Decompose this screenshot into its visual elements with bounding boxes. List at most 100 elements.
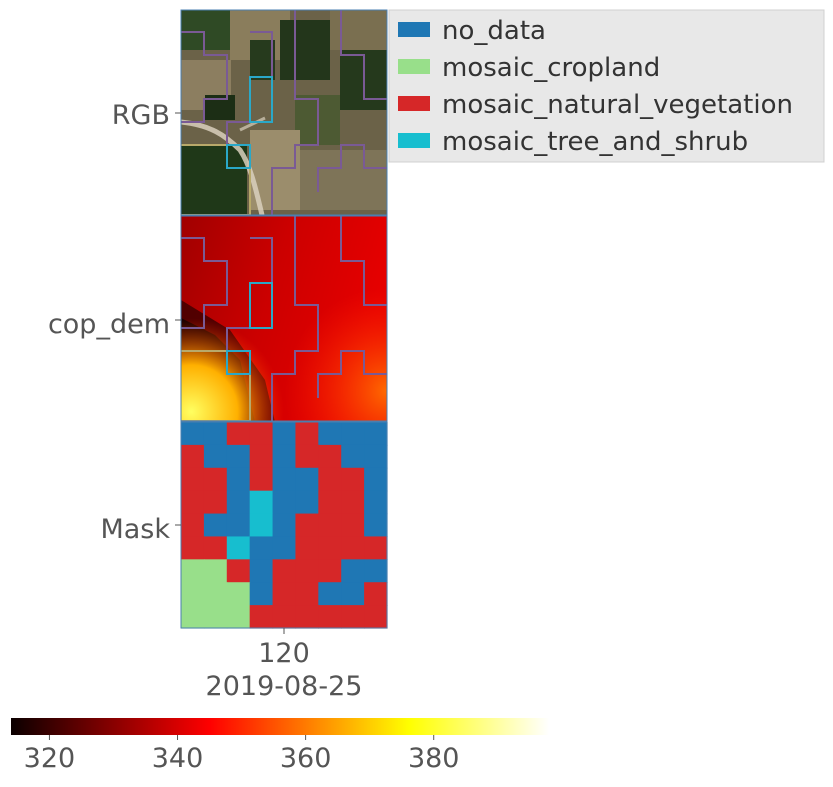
mask-cell	[226, 513, 251, 538]
mask-cell	[226, 536, 251, 560]
mask-cell	[272, 422, 297, 446]
mask-cell	[295, 559, 319, 583]
mask-cell	[364, 467, 388, 492]
mask-cell	[341, 490, 365, 515]
legend-swatch-mosaic-cropland	[398, 59, 430, 74]
mask-cell	[318, 559, 342, 583]
mask-cell	[226, 605, 251, 629]
mask-cell	[341, 422, 365, 446]
legend: no_data mosaic_cropland mosaic_natural_v…	[388, 9, 825, 163]
mask-cell	[295, 605, 319, 629]
mask-cell	[272, 513, 297, 538]
legend-label-mosaic-tree-and-shrub: mosaic_tree_and_shrub	[442, 127, 748, 157]
mask-cell	[341, 605, 365, 629]
mask-cell	[181, 467, 205, 492]
mask-cell	[341, 467, 365, 492]
mask-cell	[181, 490, 205, 515]
mask-cell	[226, 490, 251, 515]
mask-cell	[364, 559, 388, 583]
mask-cell	[226, 422, 251, 446]
mask-cell	[203, 582, 228, 606]
mask-cell	[272, 582, 297, 606]
mask-cell	[364, 605, 388, 629]
mask-cell	[318, 467, 342, 492]
colorbar-ticks: 320 340 360 380	[24, 735, 460, 774]
mask-cell	[364, 513, 388, 538]
mask-cell	[341, 513, 365, 538]
mask-cell	[226, 582, 251, 606]
legend-swatch-mosaic-natural-vegetation	[398, 96, 430, 111]
mask-cell	[203, 490, 228, 515]
legend-swatch-no-data	[398, 22, 430, 37]
mask-cell	[181, 559, 205, 583]
mask-cell	[249, 490, 274, 515]
mask-cell	[295, 467, 319, 492]
mask-cell	[226, 559, 251, 583]
x-axis: 120 2019-08-25	[206, 628, 362, 702]
mask-cell	[364, 444, 388, 469]
mask-cell	[272, 605, 297, 629]
mask-cell	[181, 582, 205, 606]
legend-box	[388, 9, 825, 163]
mask-cell	[181, 422, 205, 446]
cop-dem-panel	[181, 215, 387, 422]
rgb-panel	[180, 10, 387, 216]
mask-cell	[181, 536, 205, 560]
mask-panel	[181, 422, 388, 629]
mask-cell	[249, 422, 274, 446]
mask-cell	[181, 513, 205, 538]
mask-cell	[364, 582, 388, 606]
mask-cell	[181, 444, 205, 469]
colorbar-tick-label: 360	[280, 743, 332, 774]
mask-cell	[249, 605, 274, 629]
mask-cell	[318, 422, 342, 446]
y-tick-label-cop-dem: cop_dem	[48, 309, 170, 340]
y-axis: RGB cop_dem Mask	[48, 100, 181, 545]
mask-cell	[364, 536, 388, 560]
mask-cell	[341, 536, 365, 560]
mask-cell	[318, 536, 342, 560]
colorbar-tick-label: 380	[408, 743, 460, 774]
mask-cell	[249, 467, 274, 492]
mask-cell	[318, 513, 342, 538]
mask-cell	[249, 536, 274, 560]
mask-cell	[295, 444, 319, 469]
colorbar-gradient	[11, 718, 549, 735]
mask-cell	[364, 490, 388, 515]
mask-cell	[181, 605, 205, 629]
mask-cell	[203, 467, 228, 492]
y-tick-label-rgb: RGB	[112, 100, 170, 131]
mask-cell	[341, 582, 365, 606]
mask-cell	[295, 422, 319, 446]
legend-swatch-mosaic-tree-and-shrub	[398, 133, 430, 148]
mask-cell	[295, 536, 319, 560]
mask-cell	[226, 444, 251, 469]
mask-cell	[272, 536, 297, 560]
mask-cell	[341, 444, 365, 469]
mask-cell	[203, 422, 228, 446]
mask-cell	[203, 536, 228, 560]
mask-cell	[364, 422, 388, 446]
mask-cell	[318, 582, 342, 606]
mask-cell	[249, 444, 274, 469]
mask-cell	[203, 444, 228, 469]
mask-cell	[272, 467, 297, 492]
mask-cell	[272, 444, 297, 469]
x-tick-label: 120	[258, 638, 310, 669]
mask-cell	[203, 605, 228, 629]
mask-cell	[249, 582, 274, 606]
boundary-outlines	[180, 9, 388, 216]
mask-cell	[249, 513, 274, 538]
colorbar-tick-label: 340	[152, 743, 204, 774]
colorbar: 320 340 360 380	[11, 718, 549, 774]
mask-cell	[272, 559, 297, 583]
mask-cell	[318, 444, 342, 469]
mask-cell	[295, 490, 319, 515]
mask-cell	[226, 467, 251, 492]
mask-cell	[203, 559, 228, 583]
mask-cell	[249, 559, 274, 583]
legend-label-mosaic-cropland: mosaic_cropland	[442, 53, 660, 83]
colorbar-tick-label: 320	[24, 743, 76, 774]
